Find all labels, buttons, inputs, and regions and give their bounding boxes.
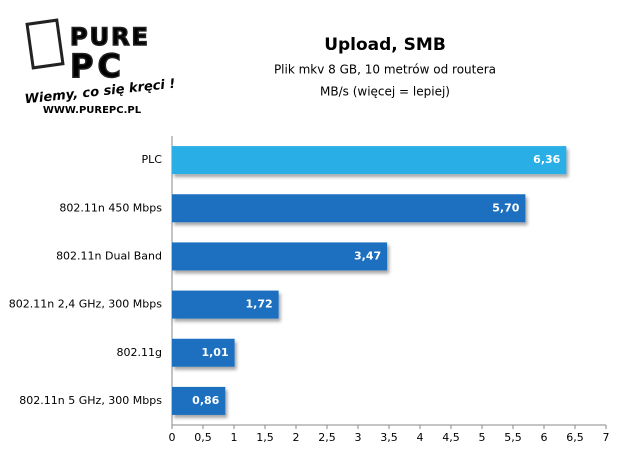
logo-icon [25, 18, 65, 70]
value-label: 6,36 [533, 153, 560, 166]
y-tick-label: 802.11n 5 GHz, 300 Mbps [19, 394, 162, 407]
logo-url: WWW.PUREPC.PL [43, 105, 142, 116]
y-tick-label: 802.11n Dual Band [56, 249, 162, 262]
chart-title: Upload, SMB [324, 35, 446, 55]
y-tick-label: 802.11g [117, 346, 162, 359]
value-label: 5,70 [492, 201, 519, 214]
bar [172, 338, 235, 367]
x-tick-label: 1,5 [256, 431, 274, 444]
y-tick-label: PLC [142, 153, 163, 166]
y-tick-label: 802.11n 450 Mbps [59, 201, 162, 214]
logo-bottom: PC [70, 47, 125, 85]
logo: PURE PC Wiemy, co się kręci ! WWW.PUREPC… [24, 18, 176, 116]
bar [172, 386, 226, 415]
value-label: 0,86 [192, 394, 219, 407]
chart-subtitle: Plik mkv 8 GB, 10 metrów od routera [274, 63, 496, 77]
x-tick-label: 1 [231, 431, 238, 444]
logo-top: PURE [70, 23, 150, 51]
bar [172, 290, 279, 319]
x-tick-label: 6 [541, 431, 548, 444]
value-label: 3,47 [354, 249, 381, 262]
bar [172, 146, 567, 175]
x-tick-label: 3 [355, 431, 362, 444]
bar [172, 194, 526, 223]
x-tick-label: 0 [169, 431, 176, 444]
x-tick-label: 3,5 [380, 431, 398, 444]
x-tick-label: 7 [603, 431, 610, 444]
x-tick-label: 2 [293, 431, 300, 444]
value-label: 1,01 [201, 346, 228, 359]
y-tick-label: 802.11n 2,4 GHz, 300 Mbps [9, 298, 162, 311]
bar [172, 242, 388, 271]
x-tick-label: 5 [479, 431, 486, 444]
chart-subtitle: MB/s (więcej = lepiej) [320, 85, 450, 99]
value-label: 1,72 [245, 298, 272, 311]
x-tick-label: 4 [417, 431, 424, 444]
x-tick-label: 4,5 [442, 431, 460, 444]
x-tick-label: 5,5 [504, 431, 522, 444]
x-tick-label: 2,5 [318, 431, 336, 444]
x-tick-label: 0,5 [194, 431, 212, 444]
x-tick-label: 6,5 [566, 431, 584, 444]
